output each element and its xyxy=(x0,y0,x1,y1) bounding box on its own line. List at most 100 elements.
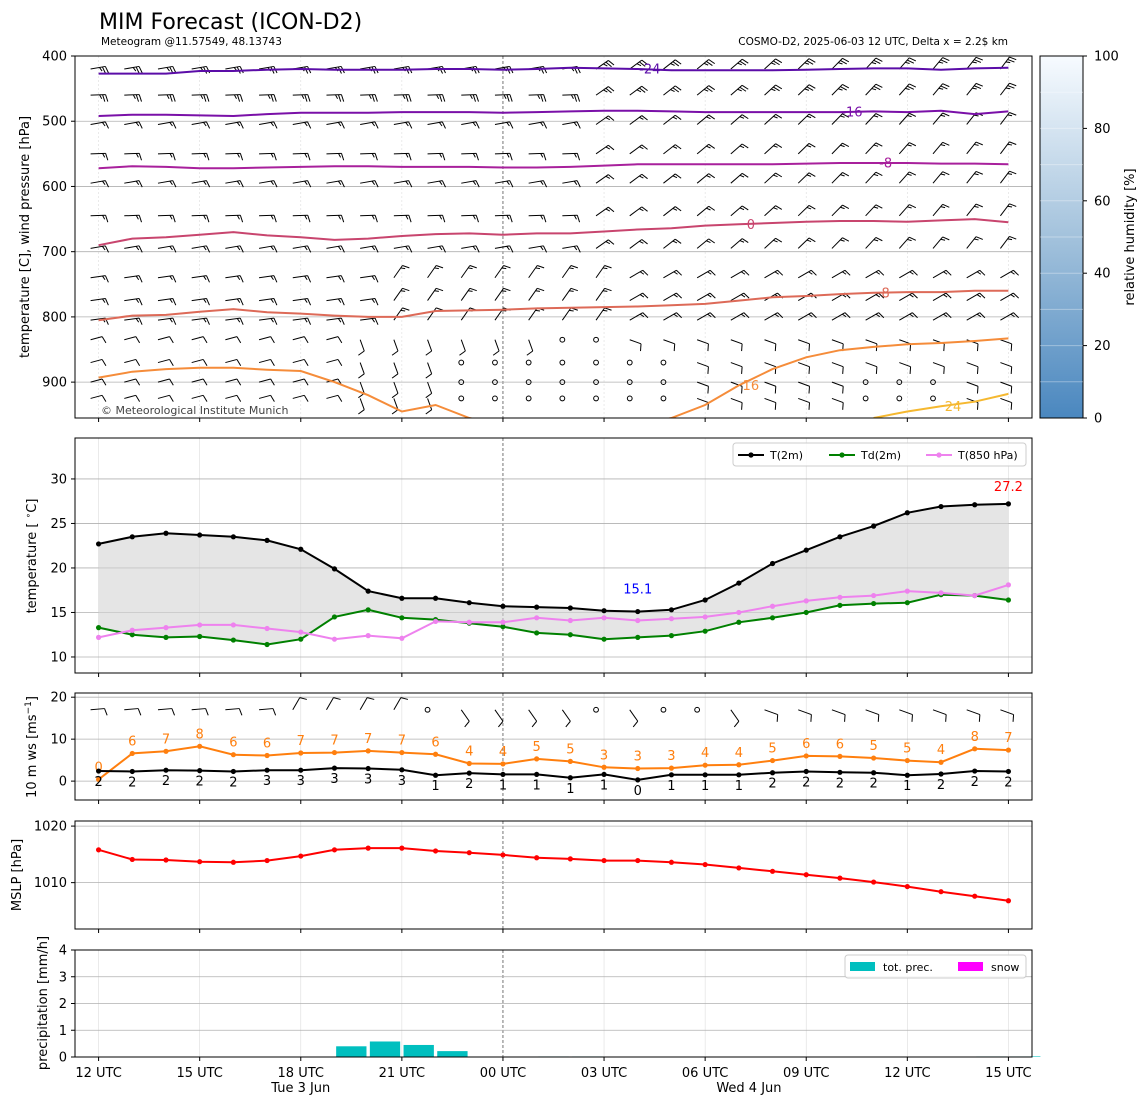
wind-barb-staff xyxy=(393,307,403,321)
wind-barb-staff xyxy=(899,362,911,368)
wind-barb-feather xyxy=(438,122,443,127)
wind-barb-feather xyxy=(273,153,277,161)
wind-barb-feather xyxy=(506,246,510,251)
wind-barb-feather xyxy=(337,180,342,185)
wind-barb-feather xyxy=(267,94,271,99)
wind-series-line xyxy=(97,745,1009,781)
wind-barb-feather xyxy=(570,94,574,99)
wind-barb-staff xyxy=(427,339,433,352)
wind-barb-feather xyxy=(307,298,312,306)
wind-barb-feather xyxy=(371,94,375,102)
wind-barb-staff xyxy=(629,269,643,279)
wind-barb-feather xyxy=(138,66,143,74)
wind-barb-feather xyxy=(907,206,912,209)
wind-barb-staff xyxy=(494,709,504,722)
y-tick-label: 800 xyxy=(42,310,67,325)
wind-barb-feather xyxy=(673,271,678,275)
wind-barb-feather xyxy=(135,180,140,185)
wind-barb-staff xyxy=(460,339,466,352)
wind-barb-feather xyxy=(709,292,716,299)
wind-barb-feather xyxy=(101,378,107,386)
wind-barb-feather xyxy=(391,409,399,415)
wind-barb-feather xyxy=(875,57,883,62)
wind-barb-feather xyxy=(439,153,443,158)
wind-barb-staff xyxy=(798,362,810,368)
series-point xyxy=(635,617,641,624)
series-point xyxy=(230,534,236,540)
x-tick-label: 12 UTC xyxy=(884,1066,930,1081)
wind-barb-feather xyxy=(405,122,409,127)
wind-barb-staff xyxy=(865,312,879,321)
wind-barb-feather xyxy=(806,174,812,177)
wind-barb-staff xyxy=(932,236,944,249)
wind-barb-feather xyxy=(169,94,173,102)
wind-series-point xyxy=(298,750,304,756)
wind-barb-feather xyxy=(340,121,345,129)
wind-barb-staff xyxy=(898,171,910,184)
wind-barb-feather xyxy=(740,294,746,298)
wind-barb-feather xyxy=(101,395,107,402)
x-tick-label: 21 UTC xyxy=(379,1066,425,1081)
wind-series-point xyxy=(567,775,573,781)
series-point xyxy=(197,622,203,628)
wind-barb-staff xyxy=(427,307,437,321)
series-point xyxy=(298,629,304,635)
wind-barb-feather xyxy=(206,245,211,253)
wind-barb-feather xyxy=(104,66,109,74)
wind-barb-feather xyxy=(104,708,108,716)
time-axis: 12 UTC 15 UTC 18 UTC 21 UTC 00 UTC 03 UTC 06 U… xyxy=(75,418,1032,1096)
wind-barb-feather xyxy=(842,204,850,210)
wind-data-label: 6 xyxy=(836,737,844,752)
y-tick-label: 0 xyxy=(59,1051,67,1066)
wind-barb-feather xyxy=(741,386,743,394)
wind-barb-feather xyxy=(425,350,432,356)
wind-barb-feather xyxy=(506,153,510,158)
wind-barb-feather xyxy=(205,708,209,716)
wind-barb-feather xyxy=(501,290,507,292)
colorbar-tick-label: 100 xyxy=(1094,50,1119,65)
wind-barb-feather xyxy=(132,94,136,99)
wind-barb-feather xyxy=(104,275,109,283)
series-point xyxy=(264,641,270,648)
wind-barb-feather xyxy=(400,309,406,312)
series-point xyxy=(601,608,607,614)
wind-barb-feather xyxy=(203,246,207,251)
wind-barb-feather xyxy=(425,409,432,415)
wind-barb-feather xyxy=(976,271,982,275)
wind-barb-feather xyxy=(206,215,210,223)
wind-barb-feather xyxy=(172,275,177,283)
wind-barb-staff xyxy=(831,339,844,345)
wind-barb-feather xyxy=(639,175,644,179)
wind-barb-feather xyxy=(605,175,611,179)
wind-barb-feather xyxy=(506,94,510,102)
wind-barb-feather xyxy=(605,241,611,245)
wind-barb-feather xyxy=(842,402,844,410)
series-point xyxy=(769,615,776,621)
series-point xyxy=(331,566,338,572)
wind-barb-feather xyxy=(169,215,173,220)
wind-barb-feather xyxy=(273,275,278,283)
min-temperature-label: 15.1 xyxy=(623,583,652,598)
wind-barb-feather xyxy=(978,714,981,722)
wind-barb-feather xyxy=(674,59,682,65)
wind-barb-feather xyxy=(368,94,372,99)
wind-barb-feather xyxy=(206,317,210,325)
wind-barb-feather xyxy=(873,173,879,177)
wind-barb-staff xyxy=(764,709,778,716)
wind-barb-feather xyxy=(608,174,615,180)
wind-barb-feather xyxy=(875,83,883,88)
wind-barb-feather xyxy=(239,275,244,283)
wind-barb-feather xyxy=(940,59,948,64)
wind-barb-feather xyxy=(674,206,682,212)
wind-barb-feather xyxy=(672,207,678,211)
wind-barb-feather xyxy=(472,246,477,251)
wind-barb-feather xyxy=(405,246,409,251)
mslp-series-point xyxy=(197,859,203,865)
precipitation-y-ticks: 0 1 2 3 4 xyxy=(59,944,75,1066)
wind-barb-feather xyxy=(842,313,847,318)
wind-barb-feather xyxy=(405,153,409,158)
wind-barb-feather xyxy=(942,203,950,208)
wind-barb-staff xyxy=(898,204,910,217)
wind-barb-staff xyxy=(798,397,810,404)
wind-barb-feather xyxy=(200,94,204,99)
